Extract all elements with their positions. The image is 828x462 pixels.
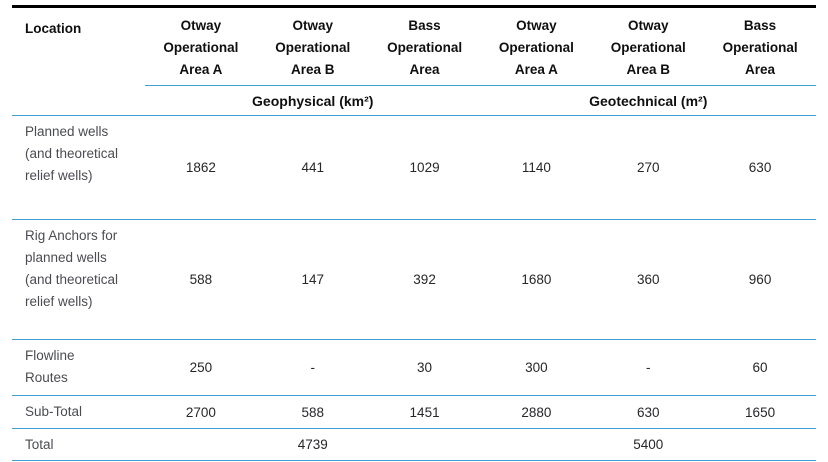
location-column-header: Location xyxy=(12,6,145,116)
cell-value: 1680 xyxy=(521,272,552,287)
table-row-total: Total 4739 5400 xyxy=(12,429,816,461)
cell-value: 588 xyxy=(301,404,324,420)
column-header-otway-b-geophysical: Otway Operational Area B xyxy=(275,18,351,77)
column-header-bass-geotechnical: Bass Operational Area xyxy=(722,18,798,77)
table-row-flowline-routes: Flowline Routes 250 - 30 300 - 60 xyxy=(12,340,816,396)
row-label: Planned wells (and theoretical relief we… xyxy=(25,124,119,183)
cell-value: 441 xyxy=(301,160,324,175)
cell-value: 270 xyxy=(636,160,660,175)
table-row-rig-anchors: Rig Anchors for planned wells (and theor… xyxy=(12,220,816,340)
operational-areas-activity-table: Location Otway Operational Area A Otway … xyxy=(12,5,816,461)
cell-value: 1650 xyxy=(745,404,776,420)
cell-value: 392 xyxy=(413,272,436,287)
row-label: Flowline Routes xyxy=(25,348,75,385)
cell-value: 960 xyxy=(748,272,772,287)
cell-value: 30 xyxy=(417,360,433,375)
geophysical-total-value: 4739 xyxy=(297,437,328,452)
cell-value: 588 xyxy=(189,272,213,287)
cell-value: 630 xyxy=(636,404,660,420)
column-header-row: Location Otway Operational Area A Otway … xyxy=(12,6,816,116)
cell-value: 630 xyxy=(748,160,772,175)
cell-value: 60 xyxy=(752,360,768,375)
cell-value: 360 xyxy=(636,272,660,287)
geotechnical-total-value: 5400 xyxy=(633,437,664,452)
survey-area-table: Location Otway Operational Area A Otway … xyxy=(12,5,816,461)
cell-value: 1862 xyxy=(185,160,216,175)
row-label: Rig Anchors for planned wells (and theor… xyxy=(25,228,119,309)
cell-value: 1029 xyxy=(409,160,440,175)
column-header-otway-a-geophysical: Otway Operational Area A xyxy=(163,18,239,77)
row-label: Total xyxy=(25,436,54,452)
cell-value: 2700 xyxy=(185,404,216,420)
table-row-planned-wells: Planned wells (and theoretical relief we… xyxy=(12,116,816,220)
geophysical-group-header: Geophysical (km²) xyxy=(145,85,481,116)
units-header-row: Geophysical (km²) Geotechnical (m²) xyxy=(12,85,816,116)
cell-value: 1140 xyxy=(521,160,551,175)
row-label: Sub-Total xyxy=(25,404,83,419)
geotechnical-group-header: Geotechnical (m²) xyxy=(480,85,816,116)
cell-value: 147 xyxy=(301,272,324,287)
cell-value: - xyxy=(310,360,315,375)
column-header-otway-a-geotechnical: Otway Operational Area A xyxy=(498,18,574,77)
cell-value: - xyxy=(645,360,651,375)
table-row-sub-total: Sub-Total 2700 588 1451 2880 630 1650 xyxy=(12,396,816,429)
column-header-otway-b-geotechnical: Otway Operational Area B xyxy=(610,18,686,77)
cell-value: 300 xyxy=(525,360,548,375)
cell-value: 250 xyxy=(189,360,213,375)
cell-value: 1451 xyxy=(409,404,440,420)
column-header-bass-geophysical: Bass Operational Area xyxy=(387,18,463,77)
cell-value: 2880 xyxy=(521,404,552,420)
